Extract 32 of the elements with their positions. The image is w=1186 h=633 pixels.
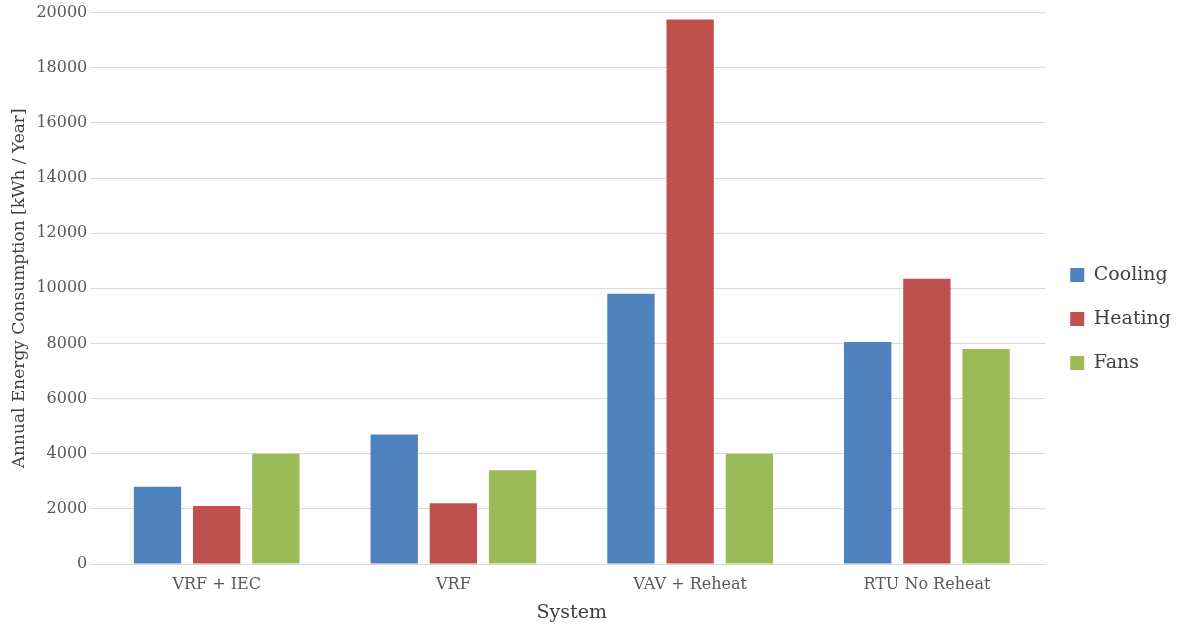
y-tick-label: 0 [77,553,88,573]
x-tick-label: VRF [435,573,471,593]
x-tick-label: VRF + IEC [171,573,261,593]
bar [725,453,773,564]
y-tick-label: 16000 [36,112,88,132]
bar [962,348,1010,564]
y-tick-label: 20000 [36,1,88,21]
y-tick-label: 8000 [46,332,88,352]
y-tick-label: 2000 [46,498,88,518]
bar [252,453,300,564]
legend-label: Cooling [1093,261,1168,284]
bar [429,503,478,564]
x-axis-title: System [536,599,607,622]
x-tick-label: RTU No Reheat [863,573,991,593]
y-axis-title: Annual Energy Consumption [kWh / Year] [7,108,28,470]
y-tick-label: 6000 [46,387,88,407]
bar [607,293,655,564]
y-tick-label: 10000 [36,277,88,297]
bar [844,342,892,564]
y-tick-label: 18000 [36,56,88,76]
bar [192,506,241,564]
legend-label: Heating [1093,305,1172,328]
bar [133,486,182,564]
bar [903,278,951,564]
x-tick-label: VAV + Reheat [632,573,748,593]
y-tick-label: 14000 [36,167,88,187]
bar [666,19,714,564]
bar [370,434,418,564]
bar [488,470,537,564]
legend-label: Fans [1093,349,1139,372]
y-tick-label: 12000 [36,222,88,242]
y-tick-label: 4000 [46,442,88,462]
